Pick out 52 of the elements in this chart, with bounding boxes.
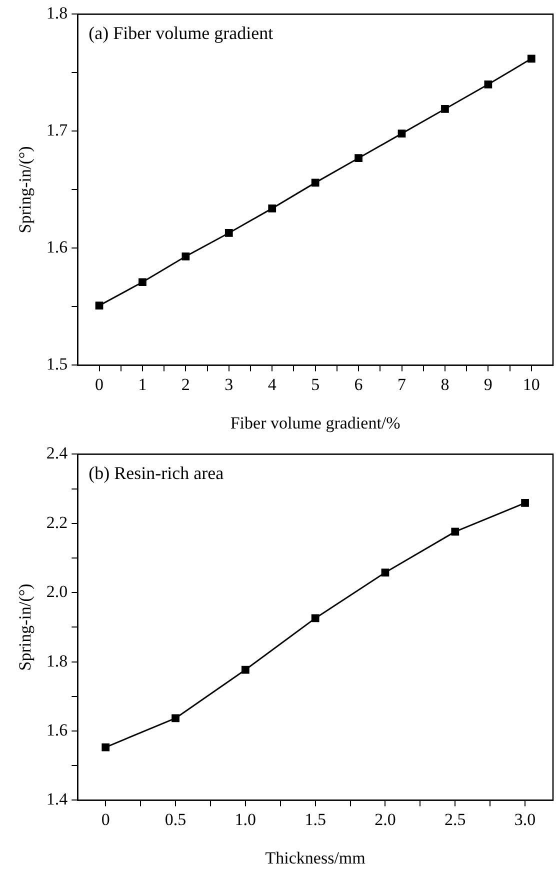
y-tick-label: 2.2 — [46, 512, 68, 532]
y-tick-label: 1.8 — [46, 4, 68, 23]
text: (b) Resin-rich area — [88, 462, 224, 483]
x-tick-label: 1.0 — [234, 810, 256, 829]
point — [311, 614, 320, 622]
x-tick-label: 8 — [440, 374, 450, 394]
point — [381, 568, 390, 576]
x-tick-label: 9 — [484, 374, 492, 394]
x-tick-label: 4 — [268, 374, 277, 394]
x-tick-label: 2.0 — [374, 810, 396, 829]
point — [354, 154, 362, 162]
point — [521, 499, 529, 507]
point — [527, 54, 536, 63]
point — [241, 666, 250, 674]
y-axis-title: Spring-in/(°) — [16, 584, 35, 671]
y-tick-label: 2.4 — [46, 444, 68, 463]
x-tick-label: 3 — [224, 374, 234, 394]
point — [138, 278, 146, 286]
point — [311, 178, 320, 187]
x-tick-label: 0 — [101, 810, 110, 829]
y-tick-label: 2.0 — [46, 582, 68, 602]
y-tick-label: 1.4 — [46, 790, 68, 809]
point — [102, 743, 110, 752]
point — [182, 252, 190, 260]
x-tick-label: 1.5 — [304, 810, 326, 829]
point — [484, 80, 492, 88]
y-tick-label: 1.6 — [46, 720, 68, 740]
y-tick-label: 1.5 — [46, 354, 68, 374]
y-tick-label: 1.8 — [46, 651, 68, 670]
x-axis-title: Thickness/mm — [265, 848, 366, 868]
x-tick-label: 2.5 — [444, 810, 466, 829]
point — [268, 204, 276, 212]
y-tick-label: 1.7 — [46, 120, 68, 140]
x-tick-label: 0 — [95, 374, 104, 394]
x-tick-label: 7 — [398, 374, 406, 394]
point — [398, 130, 406, 138]
point — [451, 528, 460, 536]
point — [441, 105, 449, 113]
x-tick-label: 5 — [311, 374, 320, 394]
point — [95, 302, 104, 310]
point — [172, 714, 180, 722]
x-tick-label: 2 — [181, 374, 190, 394]
x-axis-title: Fiber volume gradient/% — [230, 413, 400, 432]
x-tick-label: 10 — [522, 374, 540, 394]
y-tick-label: 1.6 — [46, 238, 68, 257]
x-tick-label: 0.5 — [164, 810, 186, 829]
text: (a) Fiber volume gradient — [88, 22, 274, 43]
x-tick-label: 1 — [138, 374, 147, 394]
point — [224, 229, 233, 237]
x-tick-label: 3.0 — [514, 810, 536, 829]
y-axis-title: Spring-in/(°) — [16, 146, 35, 234]
x-tick-label: 6 — [354, 374, 363, 394]
